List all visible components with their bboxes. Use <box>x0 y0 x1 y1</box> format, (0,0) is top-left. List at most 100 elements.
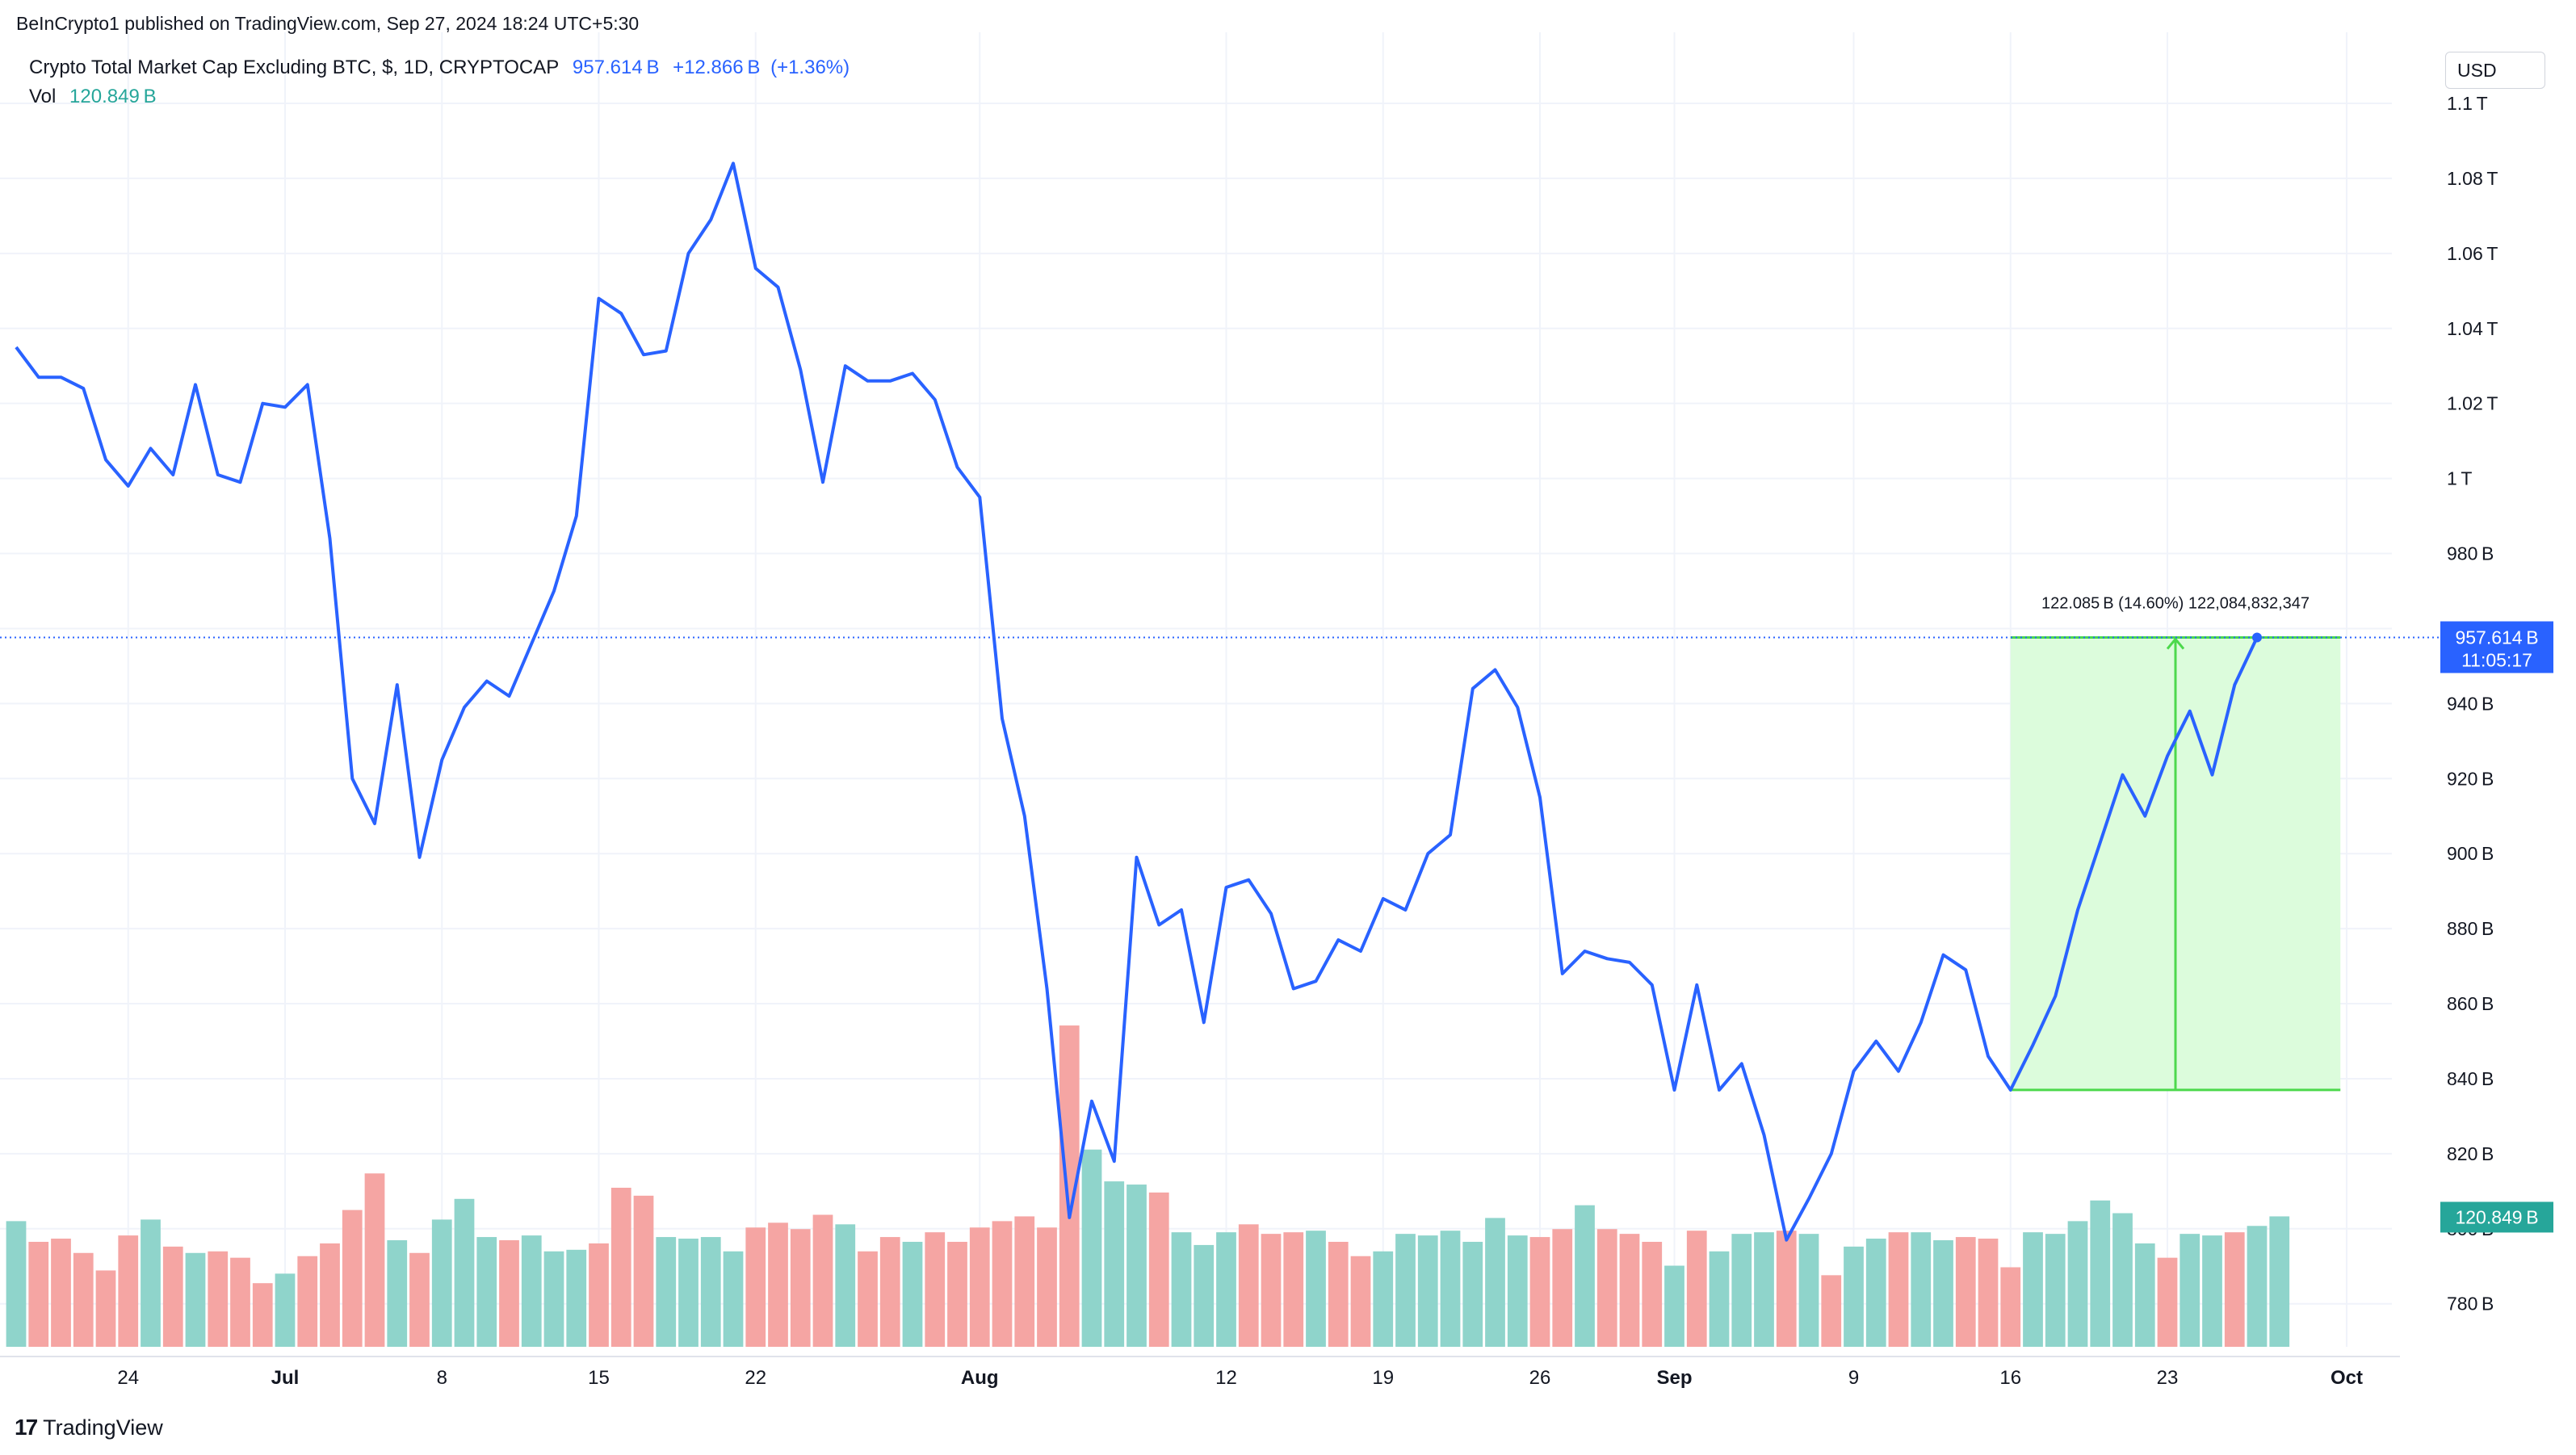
y-tick-label: 840 B <box>2447 1068 2494 1089</box>
volume-bar <box>252 1283 273 1347</box>
volume-bar <box>1507 1235 1528 1347</box>
volume-bar <box>2000 1267 2021 1347</box>
volume-bar <box>1844 1246 1864 1347</box>
volume-bar <box>2224 1232 2245 1347</box>
x-tick-label: 26 <box>1529 1367 1551 1389</box>
x-tick-label: 24 <box>117 1367 139 1389</box>
volume-bar <box>2090 1200 2111 1347</box>
volume-bar <box>992 1221 1013 1347</box>
price-tag-countdown: 11:05:17 <box>2461 650 2532 671</box>
volume-bar <box>1283 1232 1304 1347</box>
last-value: 957.614 B <box>572 57 660 78</box>
volume-bar <box>1776 1231 1797 1347</box>
y-tick-label: 860 B <box>2447 993 2494 1014</box>
volume-bar <box>51 1239 71 1347</box>
volume-bar <box>230 1257 250 1347</box>
volume-bar <box>879 1237 900 1347</box>
volume-bar <box>1485 1218 1505 1347</box>
volume-bar <box>1596 1229 1617 1347</box>
time-axis[interactable]: 24 Jul 8 15 22 Aug 12 19 26 Sep 9 16 23 Oct <box>117 1367 2363 1389</box>
volume-bar <box>1664 1265 1684 1347</box>
volume-bar <box>1037 1227 1057 1347</box>
volume-bar <box>1709 1251 1730 1347</box>
volume-bar <box>858 1251 878 1347</box>
volume-bar <box>521 1235 542 1347</box>
volume-bar <box>387 1240 408 1347</box>
series-legend: Crypto Total Market Cap Excluding BTC, $… <box>29 57 858 79</box>
x-tick-label: Oct <box>2331 1367 2363 1389</box>
volume-bar <box>1462 1241 1483 1347</box>
volume-bar <box>678 1239 699 1347</box>
volume-bar <box>141 1219 161 1347</box>
volume-bar <box>610 1188 631 1347</box>
volume-bar <box>431 1219 452 1347</box>
volume-bar <box>812 1214 833 1347</box>
volume-bar <box>499 1240 519 1347</box>
volume-bar <box>2247 1226 2268 1347</box>
volume-bar <box>1888 1232 1909 1347</box>
volume-bar <box>1148 1192 1169 1347</box>
volume-bar <box>656 1237 677 1347</box>
volume-bar <box>454 1198 475 1347</box>
volume-bar <box>1261 1234 1282 1347</box>
volume-bar <box>1216 1232 1236 1347</box>
volume-bar <box>566 1249 587 1347</box>
volume-bar <box>1529 1237 1550 1347</box>
volume-bar <box>297 1256 318 1347</box>
currency-button[interactable]: USD <box>2445 52 2545 89</box>
volume-bar <box>409 1252 430 1347</box>
volume-bar <box>1933 1240 1953 1347</box>
y-tick-label: 1.06 T <box>2447 243 2498 264</box>
y-tick-label: 940 B <box>2447 693 2494 714</box>
volume-bar <box>1686 1231 1707 1347</box>
tradingview-logo[interactable]: 17 TradingView <box>15 1415 163 1440</box>
volume-bar <box>342 1210 363 1347</box>
volume-value: 120.849 B <box>69 86 157 107</box>
volume-bar <box>1798 1234 1819 1347</box>
x-tick-label: Aug <box>961 1367 999 1389</box>
volume-bar <box>118 1235 139 1347</box>
volume-bar <box>1955 1237 1976 1347</box>
symbol-description: Crypto Total Market Cap Excluding BTC, $… <box>29 57 560 78</box>
volume-bar <box>1171 1232 1192 1347</box>
price-line <box>15 161 2259 1242</box>
volume-bar <box>162 1246 183 1347</box>
volume-bar <box>1642 1241 1663 1347</box>
y-tick-label: 1.04 T <box>2447 318 2498 339</box>
volume-bar <box>1126 1185 1147 1347</box>
volume-bar <box>185 1252 206 1347</box>
volume-bar <box>589 1243 609 1347</box>
volume-bar <box>768 1222 788 1347</box>
volume-bar <box>925 1232 946 1347</box>
price-tag <box>2440 621 2553 673</box>
volume-bar <box>902 1241 923 1347</box>
volume-bar <box>208 1251 229 1347</box>
publisher-line: BeInCrypto1 published on TradingView.com… <box>16 13 640 34</box>
volume-bar <box>947 1241 967 1347</box>
measure-arrow-head-icon <box>2166 637 2185 650</box>
x-tick-label: 19 <box>1372 1367 1394 1389</box>
volume-bar <box>1821 1275 1842 1347</box>
volume-bar <box>1238 1224 1259 1347</box>
volume-bar <box>95 1270 116 1347</box>
axis-tags: 957.614 B11:05:17 120.849 B <box>2440 621 2553 1233</box>
volume-bar <box>1619 1234 1640 1347</box>
volume-bar <box>1350 1256 1371 1347</box>
x-tick-label: 12 <box>1215 1367 1237 1389</box>
volume-bar <box>2269 1216 2290 1347</box>
volume-bars <box>6 1025 2290 1347</box>
volume-bar <box>1575 1205 1595 1347</box>
volume-bar <box>1911 1232 1932 1347</box>
last-price-dot <box>2252 632 2262 643</box>
volume-bar <box>633 1195 654 1347</box>
volume-label: Vol <box>29 86 57 107</box>
volume-bar <box>1552 1229 1573 1347</box>
volume-bar <box>6 1221 27 1347</box>
measure-tool[interactable]: 122.085 B (14.60%) 122,084,832,347 <box>2010 595 2341 1092</box>
tradingview-mark-icon: 17 <box>15 1415 38 1440</box>
volume-bar <box>969 1227 990 1347</box>
y-tick-label: 980 B <box>2447 543 2494 564</box>
volume-legend: Vol 120.849 B <box>29 86 165 108</box>
